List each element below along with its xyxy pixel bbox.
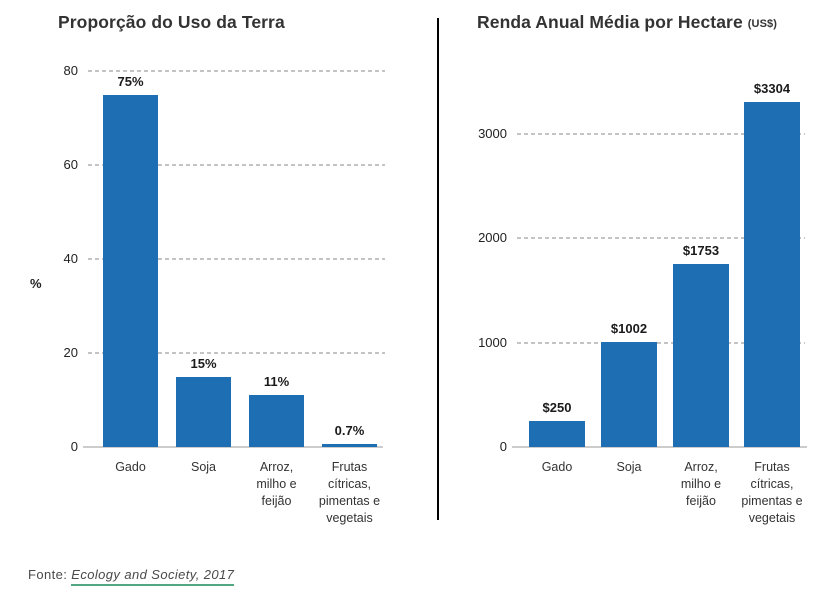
bar-frutas [322, 443, 377, 447]
category-label-frutas: Frutas cítricas, pimentas e vegetais [741, 460, 803, 525]
source-prefix: Fonte: [28, 567, 68, 582]
y-tick-label-1000: 1000 [478, 334, 507, 350]
gridline-2000 [517, 237, 805, 240]
bar-arroz [673, 264, 729, 447]
chart-title-land-use-text: Proporção do Uso da Terra [58, 12, 285, 32]
y-tick-label-60: 60 [63, 157, 78, 172]
category-label-arroz: Arroz, milho e feijão [680, 460, 722, 508]
category-label-arroz: Arroz, milho e feijão [256, 460, 297, 508]
y-tick-label-40: 40 [63, 251, 78, 266]
bar-soja [176, 376, 231, 447]
chart-title-land-use: Proporção do Uso da Terra [58, 12, 285, 33]
chart-title-income-text: Renda Anual Média por Hectare [477, 12, 743, 32]
category-label-gado: Gado [541, 460, 573, 474]
value-label-arroz: 11% [263, 374, 290, 390]
category-label-soja: Soja [190, 460, 217, 474]
y-axis-label-percent: % [30, 276, 42, 291]
category-label-gado: Gado [115, 460, 146, 474]
bar-gado [529, 420, 585, 447]
y-tick-label-2000: 2000 [478, 230, 507, 246]
value-label-soja: $1002 [610, 321, 648, 337]
y-tick-label-80: 80 [63, 63, 78, 78]
x-axis-baseline [83, 446, 383, 448]
value-label-arroz: $1753 [682, 243, 720, 259]
gridline-60 [88, 164, 385, 166]
x-axis-baseline [512, 446, 807, 448]
category-label-frutas: Frutas cítricas, pimentas e vegetais [318, 460, 381, 525]
value-label-gado: 75% [117, 73, 144, 89]
gridline-80 [88, 70, 385, 72]
gridline-40 [88, 258, 385, 260]
bar-frutas [744, 102, 800, 447]
y-tick-label-3000: 3000 [478, 126, 507, 141]
gridline-1000 [517, 341, 805, 344]
bar-gado [103, 94, 158, 447]
y-tick-label-0: 0 [499, 439, 507, 454]
y-tick-label-20: 20 [63, 345, 78, 360]
gridline-3000 [517, 133, 805, 135]
value-label-soja: 15% [190, 355, 217, 371]
chart-title-income: Renda Anual Média por Hectare (US$) [477, 12, 777, 33]
chart-title-income-currency: (US$) [747, 18, 777, 30]
value-label-frutas: $3304 [753, 81, 791, 97]
divider-line [437, 18, 439, 520]
bar-soja [601, 342, 657, 447]
source-note: Fonte: Ecology and Society, 2017 [28, 567, 235, 586]
gridline-20 [88, 352, 385, 354]
bar-arroz [249, 395, 304, 447]
value-label-gado: $250 [542, 399, 572, 415]
source-link[interactable]: Ecology and Society, 2017 [71, 567, 235, 586]
y-tick-label-0: 0 [70, 439, 78, 454]
category-label-soja: Soja [616, 460, 642, 474]
value-label-frutas: 0.7% [334, 422, 365, 438]
